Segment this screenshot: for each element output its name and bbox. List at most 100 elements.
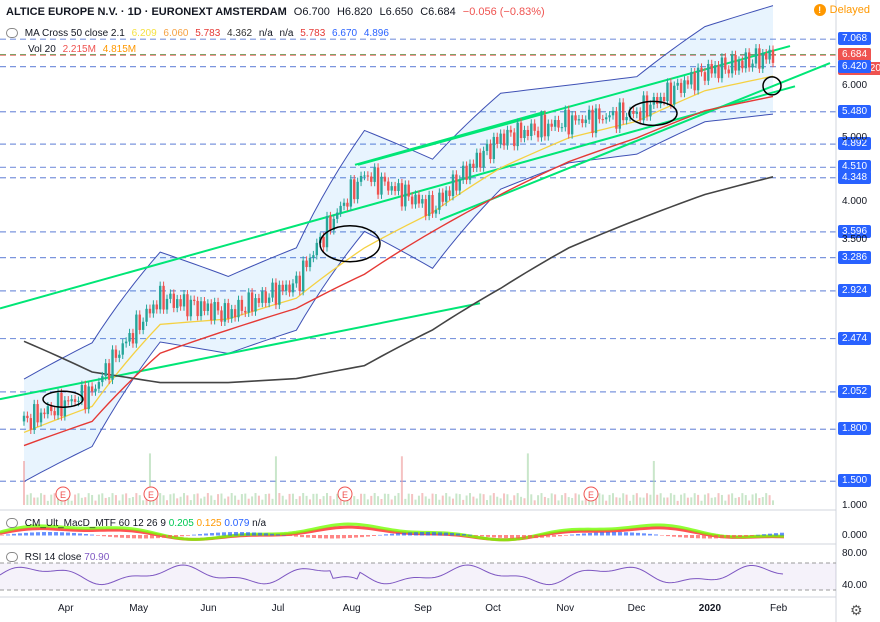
candle-body: [111, 349, 114, 380]
macd-histogram-bar: [498, 535, 502, 538]
volume-bar: [768, 495, 771, 505]
candle-body: [758, 48, 761, 69]
macd-histogram-bar: [240, 532, 244, 536]
price-tag: 4.348: [838, 170, 872, 184]
volume-bar: [765, 493, 768, 505]
eye-icon[interactable]: [6, 552, 18, 563]
macd-histogram-bar: [486, 535, 490, 537]
volume-bar: [363, 493, 366, 505]
candle-body: [230, 309, 233, 319]
earnings-icon: [337, 486, 353, 502]
candle-body: [482, 150, 485, 168]
y-tick-label: 6.000: [842, 79, 868, 91]
macd-histogram-bar: [0, 535, 4, 536]
candle-body: [284, 284, 288, 291]
candle-body: [397, 183, 400, 192]
candle-body: [315, 242, 318, 256]
candle-body: [683, 80, 686, 93]
volume-bar: [366, 499, 369, 505]
volume-bar: [594, 497, 597, 505]
volume-bar: [397, 493, 400, 505]
volume-bar: [213, 499, 216, 505]
volume-bar: [319, 499, 322, 505]
macd-tick-label: 0.000: [842, 530, 868, 541]
macd-histogram-bar: [252, 532, 256, 536]
macd-histogram-bar: [216, 532, 220, 536]
macd-histogram-bar: [774, 533, 778, 536]
volume-bar: [336, 493, 339, 505]
volume-bar: [360, 493, 363, 505]
eye-icon[interactable]: [6, 28, 18, 39]
ma-val: 5.783: [195, 28, 221, 39]
volume-bar: [111, 493, 114, 505]
candle-body: [336, 212, 339, 219]
macd-histogram-bar: [246, 532, 250, 536]
volume-bar: [57, 497, 60, 505]
volume-bar: [223, 498, 226, 505]
candle-body: [438, 192, 441, 210]
candle-body: [29, 418, 33, 430]
volume-bar: [70, 500, 73, 505]
macd-histogram-bar: [750, 535, 754, 536]
candle-body: [227, 303, 230, 319]
macd-histogram-bar: [618, 532, 622, 536]
candle-body: [63, 400, 67, 417]
macd-histogram-bar: [492, 535, 496, 538]
macd-histogram-bar: [744, 535, 748, 537]
indicator-panes: [0, 0, 837, 622]
volume-bar: [94, 500, 97, 505]
volume-bar: [53, 493, 56, 505]
volume-bar: [618, 497, 621, 505]
high-value: H6.820: [336, 6, 373, 18]
macd-histogram-bar: [12, 533, 16, 536]
macd-histogram-bar: [762, 534, 766, 536]
candle-body: [540, 114, 543, 138]
candle-body: [244, 310, 247, 313]
volume-bar: [390, 499, 393, 505]
y-tick-label: 3.500: [842, 233, 868, 245]
volume-bar: [465, 495, 468, 505]
volume-bar: [114, 495, 117, 505]
macd-histogram-bar: [570, 534, 574, 536]
macd-histogram-bar: [756, 534, 760, 536]
volume-bar: [724, 500, 727, 505]
volume-bar: [652, 460, 655, 505]
candle-body: [250, 292, 254, 312]
macd-histogram-bar: [354, 535, 358, 538]
candle-body: [189, 299, 193, 317]
volume-bar: [332, 499, 335, 505]
earnings-icon: [143, 486, 159, 502]
candle-body: [625, 117, 628, 121]
macd-histogram-bar: [276, 534, 280, 536]
volume-bar: [349, 493, 352, 505]
volume-bar: [615, 497, 618, 505]
eye-icon[interactable]: [6, 518, 18, 529]
volume-bar: [479, 493, 482, 505]
volume-bar: [690, 497, 693, 505]
trendline-channel: [439, 62, 831, 221]
volume-bar: [639, 497, 642, 505]
x-tick-label: Jun: [200, 603, 217, 614]
volume-bar: [625, 494, 628, 505]
volume-bar: [387, 493, 390, 505]
volume-bar: [26, 494, 29, 505]
macd-histogram-bar: [66, 532, 70, 536]
x-tick-label: Apr: [58, 603, 74, 614]
candle-body: [628, 110, 632, 118]
macd-histogram-bar: [690, 535, 694, 539]
volume-bar: [326, 493, 329, 505]
delayed-badge[interactable]: ! Delayed: [813, 4, 870, 16]
candle-body: [254, 298, 257, 312]
candle-body: [506, 129, 509, 146]
annotation-circles: [42, 76, 782, 408]
volume-bar: [557, 500, 560, 505]
gear-icon[interactable]: ⚙: [850, 602, 863, 618]
macd-legend[interactable]: CM_Ult_MacD_MTF 60 12 26 9 0.205 0.125 0…: [6, 518, 266, 529]
volume-legend[interactable]: Vol 20 2.215M 4.815M: [28, 44, 137, 55]
ma-legend[interactable]: MA Cross 50 close 2.1 6.209 6.060 5.783 …: [6, 28, 393, 39]
rsi-legend[interactable]: RSI 14 close 70.90: [6, 552, 109, 563]
candle-body: [601, 119, 604, 121]
candle-body: [193, 299, 196, 301]
volume-bar: [564, 493, 567, 505]
